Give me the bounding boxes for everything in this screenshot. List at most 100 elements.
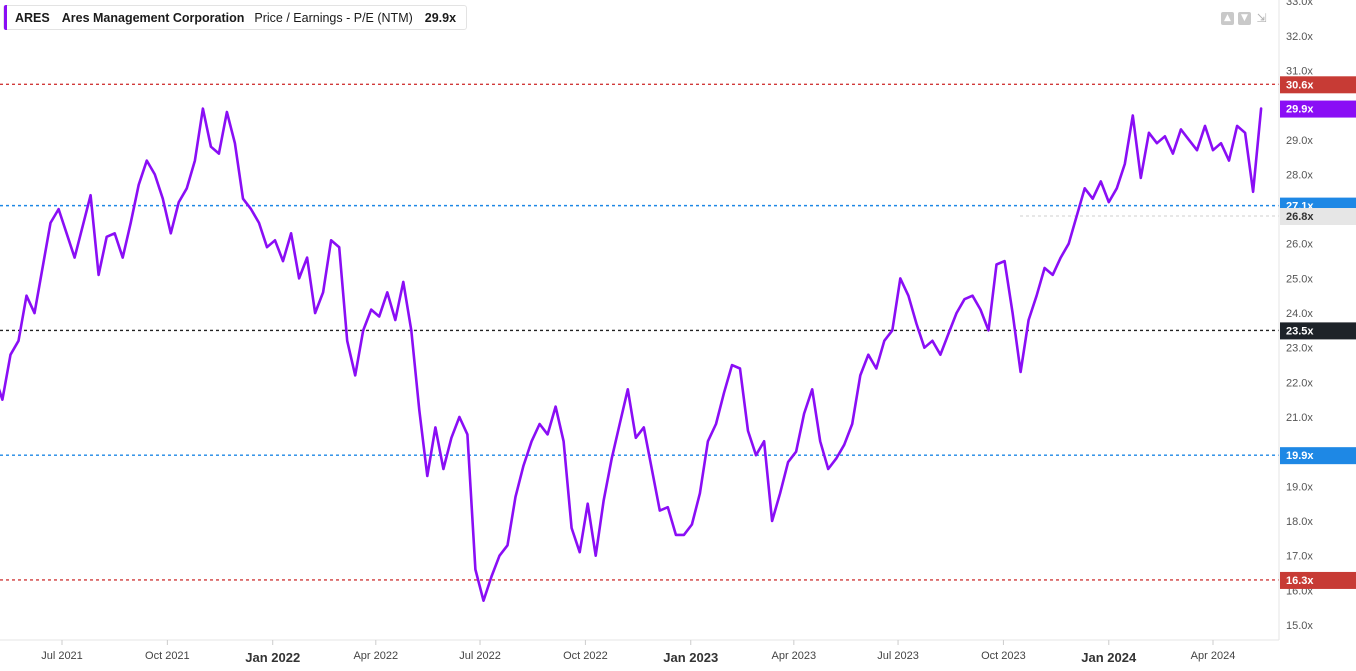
data-point [1091,197,1094,200]
data-point [418,409,421,411]
arrow-up-icon[interactable]: ▲ [1221,12,1234,25]
series-legend[interactable]: ARES Ares Management Corporation Price /… [3,5,468,30]
y-tick-label: 19.0x [1286,481,1313,493]
data-point [458,416,461,418]
x-tick-label: Jan 2022 [245,650,300,665]
data-point [250,208,252,210]
data-point [651,468,653,470]
data-point [9,353,12,356]
data-point [170,232,172,235]
data-point [121,256,124,259]
series-line-ares [0,107,1263,603]
data-point [955,312,958,314]
data-point [274,239,276,242]
arrow-down-icon[interactable]: ▼ [1238,12,1251,25]
data-point [370,308,373,311]
data-point [675,534,677,536]
data-point [266,246,268,248]
data-point [570,527,573,529]
data-point [1100,180,1102,183]
data-point [699,492,701,495]
data-point [779,492,781,495]
data-point [1260,107,1262,110]
data-point [739,367,741,370]
data-point [915,322,918,325]
data-point [338,246,341,248]
current-value-tag-bg [1280,100,1356,118]
reference-tag-3: 19.9x [1286,450,1314,462]
reference-tag-0: 30.6x [1286,79,1314,91]
series-line-layer [0,107,1263,603]
data-point [867,353,870,356]
x-tick-label: Oct 2023 [981,650,1026,662]
data-point [1188,139,1190,141]
data-point [482,599,485,602]
data-point [1228,159,1230,162]
data-point [602,499,605,502]
data-point [731,364,733,366]
y-tick-label: 31.0x [1286,65,1313,77]
legend-color-swatch [4,5,7,30]
data-point [883,340,886,342]
data-point [137,184,140,186]
data-point [1051,274,1054,276]
data-point [434,426,437,429]
marker-tag-0-bg [1280,208,1356,226]
x-tick-label: Jan 2024 [1081,650,1137,665]
data-point [298,277,300,280]
data-point [1252,191,1254,193]
y-tick-label: 32.0x [1286,31,1313,43]
legend-value: 29.9x [424,10,457,25]
data-point [594,554,597,557]
data-point [330,239,332,242]
data-point [362,329,365,332]
data-point [33,312,36,314]
data-point [218,152,220,155]
x-tick-label: Jul 2022 [459,650,501,662]
data-point [186,187,188,190]
data-point [226,111,228,113]
data-point [562,440,565,443]
data-point [530,440,533,443]
data-point [1196,149,1198,151]
y-tick-label: 28.0x [1286,169,1313,181]
data-point [811,388,813,391]
data-point [907,294,910,297]
data-point [65,232,68,235]
data-point [1164,135,1166,138]
x-tick-label: Apr 2022 [353,650,398,662]
data-point [795,450,797,453]
data-point [1059,256,1062,259]
data-point [659,509,661,512]
data-point [514,496,517,498]
data-point [1172,152,1174,155]
data-point [354,374,357,377]
data-point [1027,319,1030,321]
data-point [322,291,324,294]
data-point [723,392,725,394]
data-point [1011,312,1014,314]
reference-tag-0-bg [1280,76,1356,94]
data-point [707,440,709,443]
data-point [105,236,108,238]
data-point [1180,128,1182,131]
reference-lines [0,83,1279,581]
data-point [1212,149,1214,151]
data-point [282,260,284,262]
collapse-icon[interactable]: ⇲ [1256,11,1267,25]
data-point [1140,177,1142,179]
data-point [819,440,821,443]
data-point [450,437,453,439]
data-point [146,159,148,162]
data-point [1083,187,1086,190]
data-point [1236,125,1238,127]
data-point [194,159,196,162]
data-point [129,222,132,224]
data-point [643,426,645,429]
data-point [683,534,685,536]
data-point [787,461,789,463]
data-point [618,423,621,425]
y-tick-label: 29.0x [1286,135,1313,147]
data-point [1148,132,1150,134]
y-axis: 15.0x16.0x17.0x18.0x19.0x20.0x21.0x22.0x… [1286,0,1313,632]
